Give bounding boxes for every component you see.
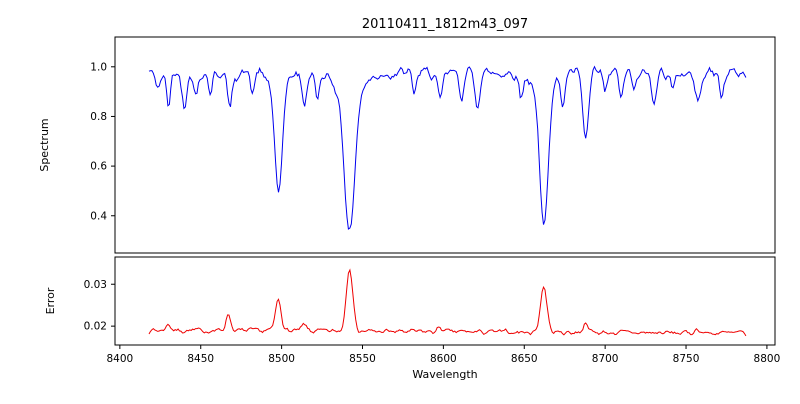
top-y-tick-label: 1.0 (90, 61, 107, 73)
x-tick-label: 8550 (349, 353, 376, 365)
top-y-tick-label: 0.6 (90, 161, 107, 173)
top-y-tick-label: 0.8 (90, 111, 107, 123)
x-tick-label: 8400 (106, 353, 133, 365)
bottom-y-axis-ticks: 0.02 0.03 (84, 279, 115, 333)
top-panel-border (114, 36, 776, 254)
top-y-tick-label: 0.4 (90, 210, 107, 222)
error-line-series (148, 268, 747, 337)
x-tick-label: 8650 (511, 353, 538, 365)
x-axis-ticks: 8400 8450 8500 8550 8600 8650 8700 8750 8800 (106, 345, 780, 365)
spectrum-line-series (148, 65, 747, 230)
bottom-panel: 0.02 0.03 8400 8450 8500 8550 8600 8650 8700 875… (44, 256, 780, 365)
bottom-panel-border (114, 256, 776, 346)
x-tick-label: 8500 (268, 353, 295, 365)
bottom-y-axis-label: Error (44, 287, 57, 314)
top-panel: 0.4 0.6 0.8 1.0 Spectrum (38, 36, 776, 254)
bottom-y-tick-label: 0.02 (84, 321, 107, 333)
x-axis-label: Wavelength (412, 368, 477, 381)
plot-title: 20110411_1812m43_097 (362, 17, 528, 32)
x-tick-label: 8600 (430, 353, 457, 365)
x-tick-label: 8800 (754, 353, 781, 365)
x-tick-label: 8450 (187, 353, 214, 365)
top-y-axis-label: Spectrum (38, 118, 51, 171)
bottom-y-tick-label: 0.03 (84, 279, 107, 291)
x-tick-label: 8750 (673, 353, 700, 365)
x-tick-label: 8700 (592, 353, 619, 365)
top-y-axis-ticks: 0.4 0.6 0.8 1.0 (90, 61, 115, 222)
